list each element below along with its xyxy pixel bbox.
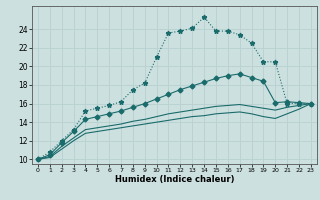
X-axis label: Humidex (Indice chaleur): Humidex (Indice chaleur) xyxy=(115,175,234,184)
